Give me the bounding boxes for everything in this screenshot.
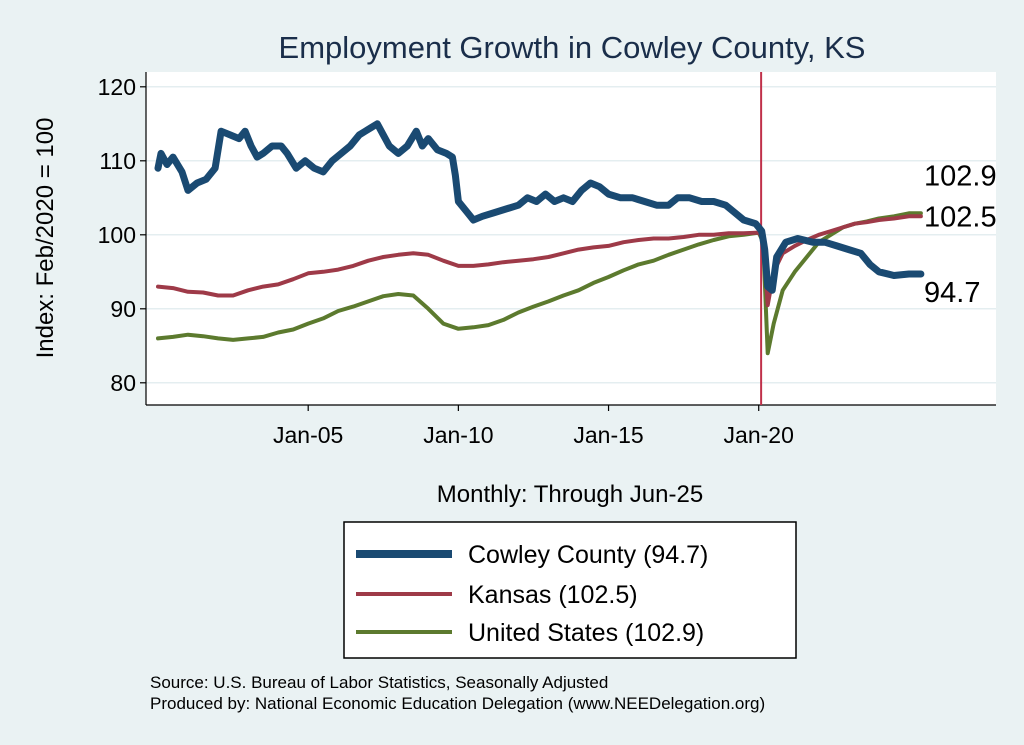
y-axis-title: Index: Feb/2020 = 100 <box>32 118 59 359</box>
end-label-cowley-county: 94.7 <box>924 277 980 309</box>
end-label-united-states: 102.9 <box>924 160 997 192</box>
legend-label-cowley-county: Cowley County (94.7) <box>468 541 708 569</box>
legend-label-kansas: Kansas (102.5) <box>468 581 638 609</box>
series-line-united-states <box>156 211 923 356</box>
source-note: Source: U.S. Bureau of Labor Statistics,… <box>150 673 608 692</box>
axes: 80 90 100 110 120 Jan-05 Jan-10 Jan-15 Jan-20 <box>98 72 996 448</box>
y-tick-label-90: 90 <box>110 296 136 322</box>
y-tick-label-120: 120 <box>98 74 136 100</box>
end-label-kansas: 102.5 <box>924 201 997 233</box>
x-tick-label-jan-10: Jan-10 <box>423 422 493 448</box>
chart-title: Employment Growth in Cowley County, KS <box>279 30 866 65</box>
y-tick-label-100: 100 <box>98 222 136 248</box>
y-tick-label-110: 110 <box>99 148 136 174</box>
series-line-cowley-county <box>154 120 925 294</box>
series-lines <box>154 120 925 356</box>
legend-label-united-states: United States (102.9) <box>468 619 704 647</box>
x-axis-title: Monthly: Through Jun-25 <box>437 481 703 508</box>
legend: Cowley County (94.7) Kansas (102.5) Unit… <box>343 521 797 659</box>
legend-box <box>343 521 797 659</box>
x-tick-label-jan-15: Jan-15 <box>573 422 643 448</box>
y-tick-label-80: 80 <box>110 370 136 396</box>
x-tick-label-jan-20: Jan-20 <box>724 422 794 448</box>
plot-area <box>146 72 996 405</box>
producer-note: Produced by: National Economic Education… <box>150 694 765 713</box>
end-labels: 94.7 102.5 102.9 <box>924 160 997 309</box>
x-tick-label-jan-05: Jan-05 <box>273 422 343 448</box>
